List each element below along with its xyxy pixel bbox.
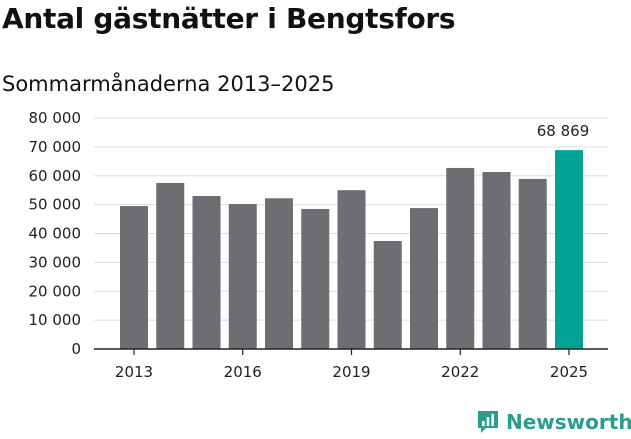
y-axis-tick-labels: 0 10 000 20 000 30 000 40 000 50 000 60 000 70 … <box>29 109 82 358</box>
chart-subtitle: Sommarmånaderna 2013–2025 <box>2 72 335 96</box>
bars <box>120 150 583 349</box>
data-labels: 68 869 <box>537 122 590 140</box>
bar-2014 <box>156 182 185 349</box>
bar-2017 <box>265 198 293 349</box>
bar-2023 <box>482 171 511 349</box>
y-tick-label: 20 000 <box>29 282 82 300</box>
newsworthy-logo-icon <box>478 411 498 433</box>
x-tick-label: 2013 <box>115 363 153 381</box>
y-tick-label: 50 000 <box>29 196 82 214</box>
x-tick-label: 2025 <box>550 363 588 381</box>
y-tick-label: 10 000 <box>29 311 82 329</box>
y-tick-label: 0 <box>71 340 81 358</box>
bar-2021 <box>410 208 438 349</box>
y-tick-label: 40 000 <box>29 225 82 243</box>
y-tick-label: 80 000 <box>29 109 82 127</box>
x-axis <box>94 348 608 355</box>
newsworthy-brand: Newsworthy <box>476 408 631 436</box>
bar-2016 <box>228 204 257 349</box>
bar-2022 <box>446 167 475 349</box>
bar-2024 <box>518 178 547 349</box>
bar-2013 <box>120 206 148 349</box>
x-tick-label: 2022 <box>441 363 479 381</box>
bar-2020 <box>373 241 402 349</box>
x-axis-tick-labels: 2013 2016 2019 2022 2025 <box>115 363 588 381</box>
y-tick-label: 60 000 <box>29 167 82 185</box>
brand-name: Newsworthy <box>506 410 631 434</box>
bar-2018 <box>301 208 330 349</box>
bar-chart: 0 10 000 20 000 30 000 40 000 50 000 60 000 70 … <box>29 109 608 381</box>
y-tick-label: 30 000 <box>29 253 82 271</box>
chart-title: Antal gästnätter i Bengtsfors <box>2 2 456 35</box>
bar-2019 <box>337 190 366 349</box>
bar-2015 <box>192 195 221 349</box>
x-tick-label: 2016 <box>224 363 262 381</box>
y-tick-label: 70 000 <box>29 138 82 156</box>
bar-2025 <box>555 150 583 349</box>
x-tick-label: 2019 <box>332 363 370 381</box>
data-label: 68 869 <box>537 122 590 140</box>
